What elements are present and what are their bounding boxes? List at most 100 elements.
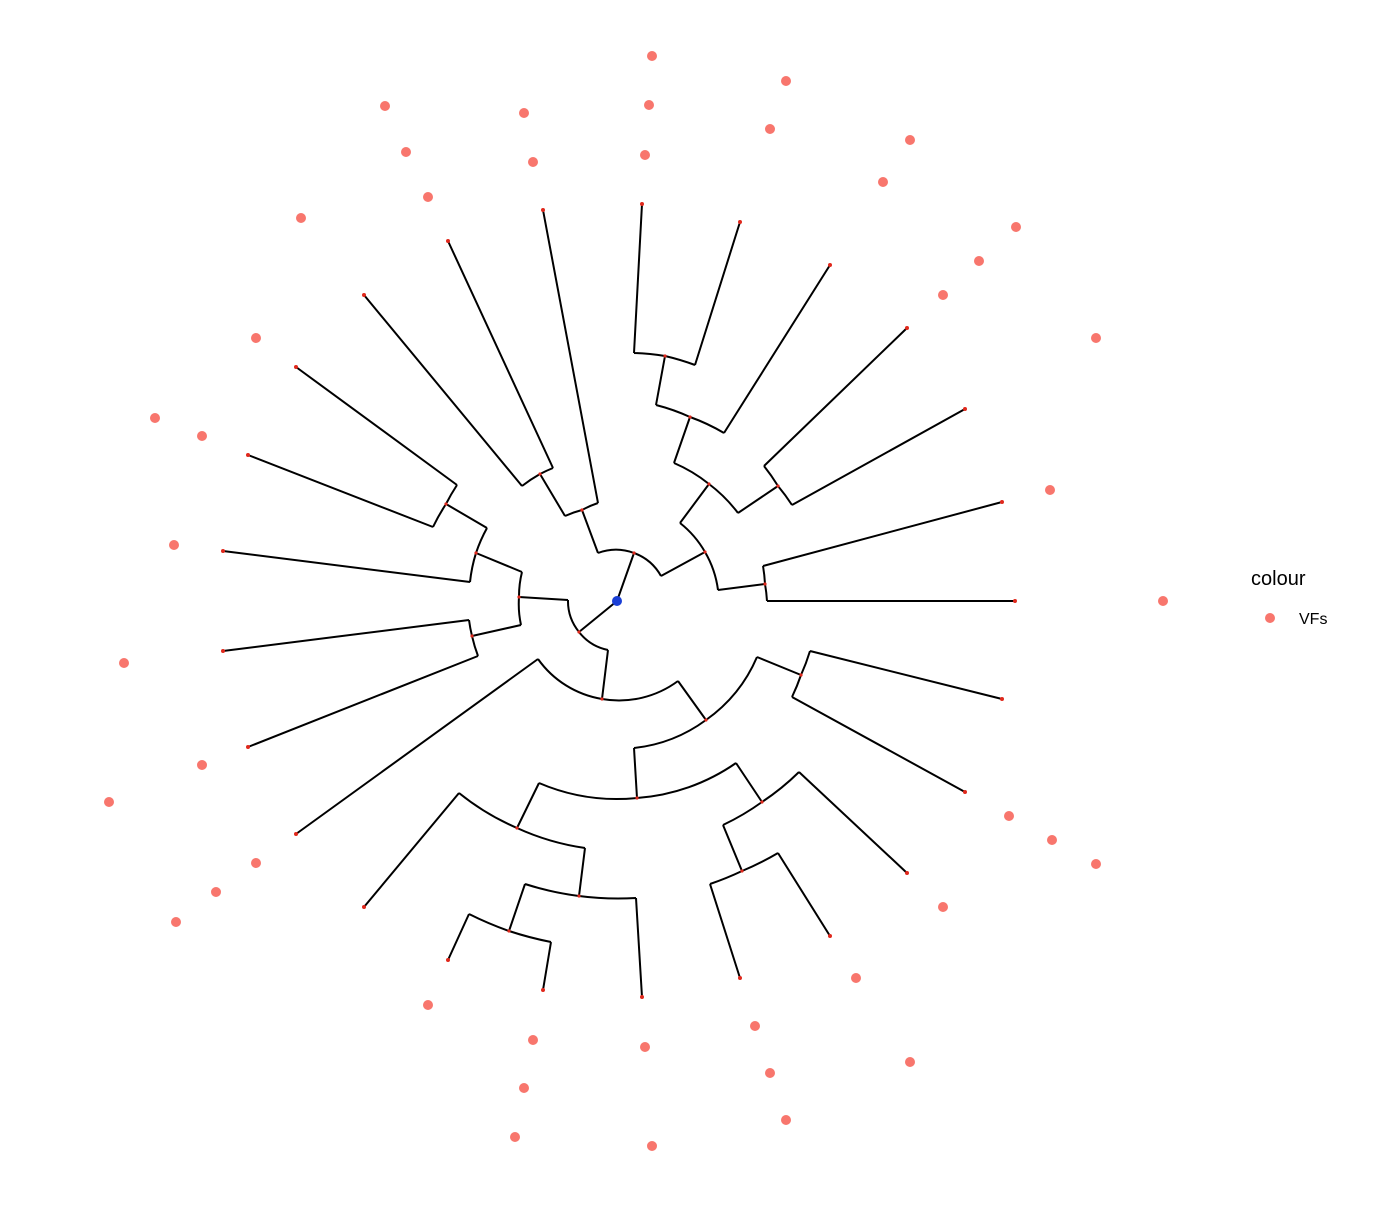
legend-key [1265,613,1275,623]
vf-point [1011,222,1021,232]
node-dot [517,595,521,599]
edge [762,501,1015,602]
node-dot [740,869,744,873]
vf-point [251,858,261,868]
tip-dot [221,549,225,553]
edge [471,552,523,637]
vf-point [197,760,207,770]
vf-point [169,540,179,550]
vf-point [640,1042,650,1052]
tip-dot [362,293,366,297]
tip-dot [246,453,250,457]
tip-dot [905,326,909,330]
vf-point [119,658,129,668]
tip-dot [905,871,909,875]
node-dot [703,550,707,554]
vf-point [938,290,948,300]
vf-point [519,1083,529,1093]
node-dot [538,472,542,476]
node-dot [704,718,708,722]
vf-point [781,76,791,86]
tip-dot [828,934,832,938]
edge [247,366,458,528]
edge [222,619,479,748]
node-dot [577,894,581,898]
vf-point [851,973,861,983]
edge [709,852,831,979]
node-dot [760,800,764,804]
tip-dot [446,958,450,962]
vf-point [1091,333,1101,343]
edge [578,552,635,633]
tip-dot [294,832,298,836]
tip-dot [221,649,225,653]
edge [679,483,766,591]
legend-label: VFs [1299,611,1327,628]
tree-edges [222,203,1015,998]
legend-title: colour [1251,568,1306,590]
vf-point [765,124,775,134]
edge [363,240,554,487]
node-dot [707,482,711,486]
vf-point [905,1057,915,1067]
tip-dot [1000,500,1004,504]
vf-point [750,1021,760,1031]
node-dot [515,826,519,830]
vf-point [1158,596,1168,606]
tip-dot [294,365,298,369]
tip-dot [1000,697,1004,701]
tip-dot [738,976,742,980]
tip-dot [640,995,644,999]
edge [222,503,488,583]
vf-points [104,51,1168,1151]
vf-point [423,1000,433,1010]
vf-point [974,256,984,266]
tip-dot [828,263,832,267]
node-dot [507,929,511,933]
vf-point [380,101,390,111]
tip-dot [446,239,450,243]
node-dot [580,508,584,512]
vf-point [519,108,529,118]
edge [363,792,586,908]
edge [581,509,706,577]
tip-dot [541,208,545,212]
vf-point [528,1035,538,1045]
edge [447,913,552,991]
tip-dot [738,220,742,224]
edge [508,883,643,998]
vf-point [644,100,654,110]
node-dot [799,673,803,677]
node-dot [663,354,667,358]
node-dot [635,796,639,800]
edge [516,762,763,829]
edge [722,771,908,874]
edge [633,656,802,799]
tip-dot [246,745,250,749]
vf-point [104,797,114,807]
tip-dot [541,988,545,992]
tip-dot [640,202,644,206]
vf-point [938,902,948,912]
vf-point [1091,859,1101,869]
tip-dot [1013,599,1017,603]
vf-point [647,51,657,61]
node-dot [577,630,581,634]
vf-point [423,192,433,202]
edge [763,327,966,506]
vf-point [1045,485,1055,495]
tip-dot [963,407,967,411]
node-dot [688,415,692,419]
vf-point [211,887,221,897]
vf-point [150,413,160,423]
vf-point [878,177,888,187]
legend: colour VFs [1251,568,1327,628]
edge [655,264,831,434]
root-node [612,596,622,606]
vf-point [640,150,650,160]
vf-point [1004,811,1014,821]
vf-point [401,147,411,157]
vf-point [251,333,261,343]
vf-point [1047,835,1057,845]
